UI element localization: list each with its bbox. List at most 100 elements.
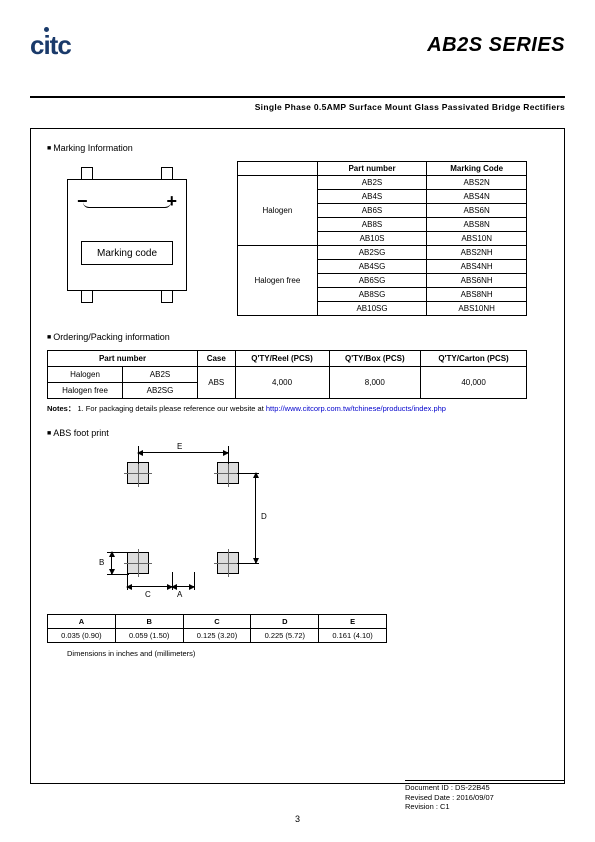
pkg-plus-label: + [166, 191, 177, 212]
dim-e-guide [138, 446, 139, 464]
dim-d-line [255, 473, 256, 563]
dim-b-line [111, 552, 112, 574]
cell: 0.059 (1.50) [115, 629, 183, 643]
cell-cat: Halogen free [238, 246, 318, 316]
cell: 0.225 (5.72) [251, 629, 319, 643]
fp-pad-tl [127, 462, 149, 484]
series-title: AB2S SERIES [427, 34, 565, 57]
cell: ABS6N [427, 204, 527, 218]
col-category [238, 162, 318, 176]
section-footprint-title: ABS foot print [47, 428, 548, 438]
cell: AB4SG [317, 260, 427, 274]
dim-e-label: E [177, 442, 182, 451]
footprint-table: A B C D E 0.035 (0.90) 0.059 (1.50) 0.12… [47, 614, 387, 643]
cell: 0.035 (0.90) [48, 629, 116, 643]
dim-e-guide [228, 446, 229, 464]
cell: A [48, 615, 116, 629]
dim-a-line [172, 586, 194, 587]
cell: 0.125 (3.20) [183, 629, 251, 643]
col-partnumber: Part number [317, 162, 427, 176]
cell-box: 8,000 [329, 367, 421, 399]
pkg-body-notch [83, 188, 171, 208]
dim-d-guide [237, 473, 259, 474]
cell-cat: Halogen [48, 367, 123, 383]
cell-cat: Halogen free [48, 383, 123, 399]
footer-docid: Document ID : DS-22B45 [405, 783, 565, 793]
table-row: A B C D E [48, 615, 387, 629]
dim-b-label: B [99, 558, 104, 567]
marking-table: Part number Marking Code HalogenAB2SABS2… [237, 161, 527, 316]
col-box: Q'TY/Box (PCS) [329, 351, 421, 367]
dim-e-line [138, 452, 228, 453]
cell: ABS8NH [427, 288, 527, 302]
table-row: HalogenAB2SABS2N [238, 176, 527, 190]
notes-label: Notes： [47, 404, 75, 413]
dimensions-note: Dimensions in inches and (millimeters) [67, 649, 548, 658]
cell-case: ABS [198, 367, 236, 399]
table-row: Halogen AB2S ABS 4,000 8,000 40,000 [48, 367, 527, 383]
cell: AB2S [317, 176, 427, 190]
col-reel: Q'TY/Reel (PCS) [235, 351, 329, 367]
cell: ABS10N [427, 232, 527, 246]
cell: ABS6NH [427, 274, 527, 288]
footprint-drawing: E D B C A [77, 446, 317, 606]
logo-text: citc [30, 30, 71, 60]
cell: ABS2N [427, 176, 527, 190]
cell: AB8SG [317, 288, 427, 302]
col-carton: Q'TY/Carton (PCS) [421, 351, 527, 367]
fp-pad-tr [217, 462, 239, 484]
cell: ABS2NH [427, 246, 527, 260]
cell: B [115, 615, 183, 629]
logo-dot [44, 27, 49, 32]
dim-a-label: A [177, 590, 182, 599]
cell: AB6SG [317, 274, 427, 288]
header: citc AB2S SERIES [30, 30, 565, 90]
col-partnumber: Part number [48, 351, 198, 367]
col-markingcode: Marking Code [427, 162, 527, 176]
cell: ABS4N [427, 190, 527, 204]
marking-row: − + Marking code Part number Marking Cod… [47, 161, 548, 316]
package-drawing: − + Marking code [47, 161, 207, 311]
section-marking-title: Marking Information [47, 143, 548, 153]
pkg-marking-code-box: Marking code [81, 241, 173, 265]
footer-block: Document ID : DS-22B45 Revised Date : 20… [405, 780, 565, 812]
dim-d-label: D [261, 512, 267, 521]
cell: E [319, 615, 387, 629]
col-case: Case [198, 351, 236, 367]
table-row: Halogen freeAB2SGABS2NH [238, 246, 527, 260]
cell-pn: AB2S [123, 367, 198, 383]
cell: AB4S [317, 190, 427, 204]
cell: AB6S [317, 204, 427, 218]
notes: Notes： 1. For packaging details please r… [47, 403, 548, 414]
cell: AB10S [317, 232, 427, 246]
dim-b-guide [107, 552, 129, 553]
table-row: 0.035 (0.90) 0.059 (1.50) 0.125 (3.20) 0… [48, 629, 387, 643]
section-ordering-title: Ordering/Packing information [47, 332, 548, 342]
fp-pad-br [217, 552, 239, 574]
ordering-table: Part number Case Q'TY/Reel (PCS) Q'TY/Bo… [47, 350, 527, 399]
header-rule [30, 96, 565, 98]
table-row: Part number Marking Code [238, 162, 527, 176]
cell: D [251, 615, 319, 629]
table-row: Part number Case Q'TY/Reel (PCS) Q'TY/Bo… [48, 351, 527, 367]
fp-pad-bl [127, 552, 149, 574]
notes-text: 1. For packaging details please referenc… [77, 404, 265, 413]
cell: ABS10NH [427, 302, 527, 316]
dim-c-guide [127, 572, 128, 590]
footer-rule [405, 780, 565, 781]
dim-c-label: C [145, 590, 151, 599]
dim-a-guide [172, 572, 173, 590]
pkg-pin-br [161, 289, 173, 303]
pkg-pin-bl [81, 289, 93, 303]
pkg-minus-label: − [77, 191, 88, 212]
cell-reel: 4,000 [235, 367, 329, 399]
footer-revision: Revision : C1 [405, 802, 565, 812]
cell: 0.161 (4.10) [319, 629, 387, 643]
subtitle: Single Phase 0.5AMP Surface Mount Glass … [30, 102, 565, 112]
cell-pn: AB2SG [123, 383, 198, 399]
page: citc AB2S SERIES Single Phase 0.5AMP Sur… [0, 0, 595, 842]
notes-link[interactable]: http://www.citcorp.com.tw/tchinese/produ… [266, 404, 446, 413]
content-frame: Marking Information − + Marking code Pa [30, 128, 565, 784]
cell-cat: Halogen [238, 176, 318, 246]
dim-c-line [127, 586, 172, 587]
